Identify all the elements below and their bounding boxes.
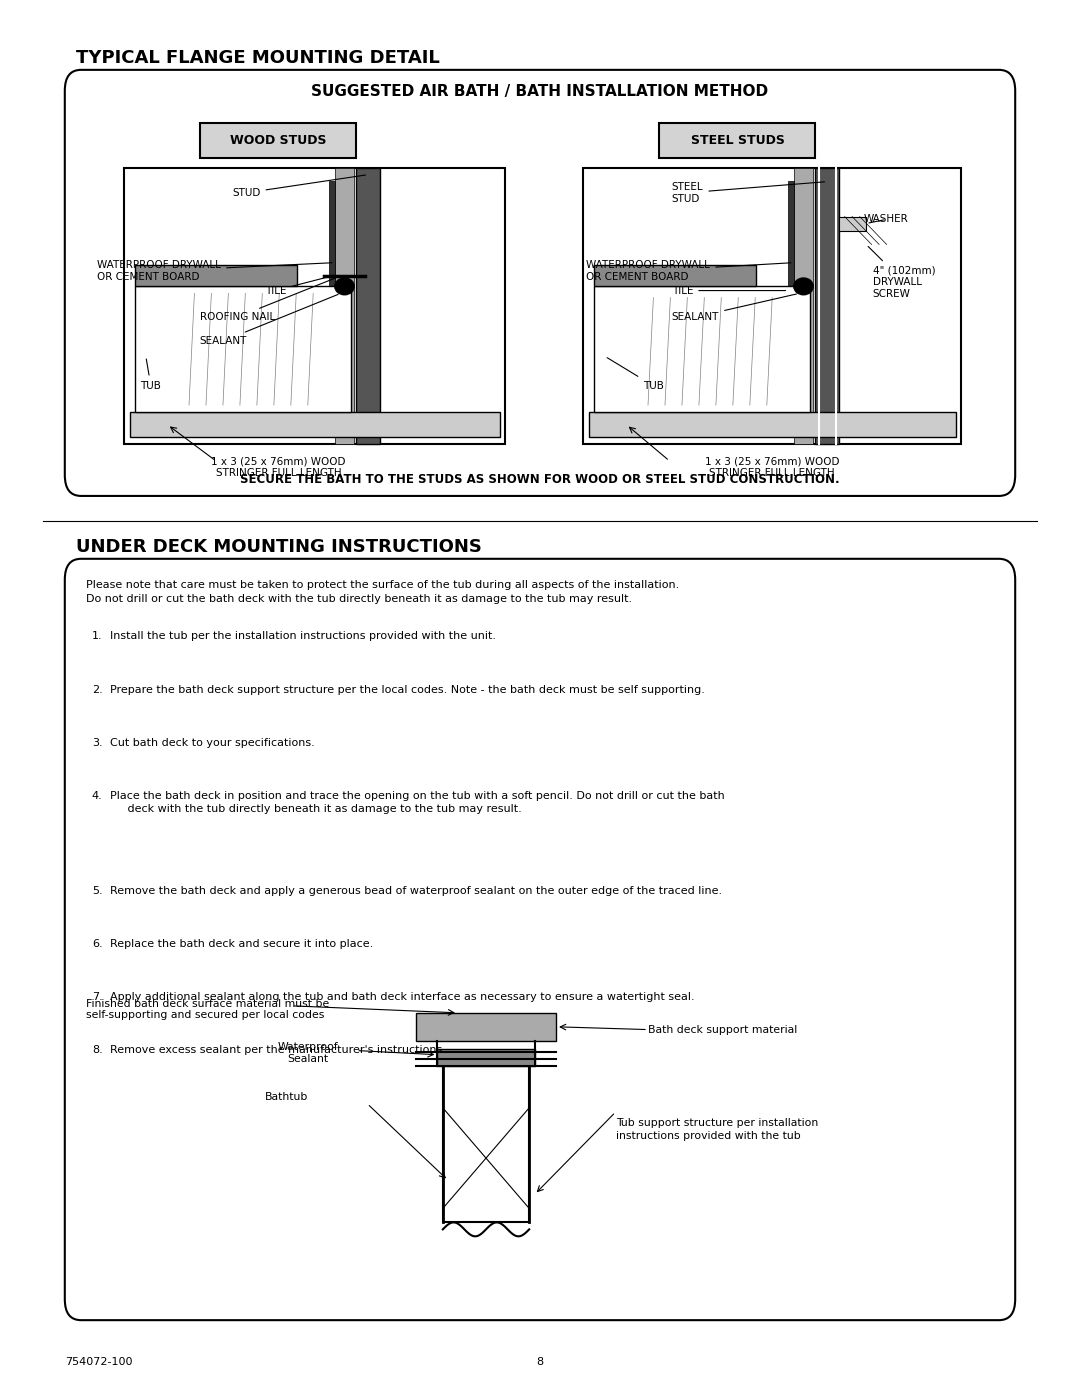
Text: STUD: STUD: [232, 175, 365, 198]
Bar: [788, 180, 794, 388]
Bar: [839, 217, 866, 231]
Text: Finished bath deck surface material must be
self-supporting and secured per loca: Finished bath deck surface material must…: [86, 999, 329, 1020]
Text: Place the bath deck in position and trace the opening on the tub with a soft pen: Place the bath deck in position and trac…: [110, 791, 725, 814]
Bar: [815, 168, 839, 444]
Text: SUGGESTED AIR BATH / BATH INSTALLATION METHOD: SUGGESTED AIR BATH / BATH INSTALLATION M…: [311, 84, 769, 99]
Bar: [335, 168, 354, 444]
Bar: [443, 1066, 529, 1222]
Bar: [594, 286, 810, 412]
Text: Replace the bath deck and secure it into place.: Replace the bath deck and secure it into…: [110, 939, 374, 949]
Text: WOOD STUDS: WOOD STUDS: [230, 134, 327, 147]
Text: ROOFING NAIL: ROOFING NAIL: [200, 277, 338, 323]
Text: 1.: 1.: [92, 631, 103, 641]
Bar: [416, 1013, 556, 1041]
Text: 4.: 4.: [92, 791, 103, 800]
Text: Remove the bath deck and apply a generous bead of waterproof sealant on the oute: Remove the bath deck and apply a generou…: [110, 886, 723, 895]
Text: Bathtub: Bathtub: [265, 1091, 308, 1102]
Bar: [437, 1049, 535, 1066]
Bar: [356, 168, 380, 444]
Text: Tub support structure per installation
instructions provided with the tub: Tub support structure per installation i…: [616, 1118, 818, 1141]
Text: 1 x 3 (25 x 76mm) WOOD
STRINGER FULL LENGTH: 1 x 3 (25 x 76mm) WOOD STRINGER FULL LEN…: [212, 457, 346, 478]
Ellipse shape: [794, 278, 813, 295]
Text: Waterproof
Sealant: Waterproof Sealant: [278, 1042, 338, 1063]
Text: 6.: 6.: [92, 939, 103, 949]
Bar: [200, 123, 356, 158]
Text: Apply additional sealant along the tub and bath deck interface as necessary to e: Apply additional sealant along the tub a…: [110, 992, 694, 1002]
Text: Please note that care must be taken to protect the surface of the tub during all: Please note that care must be taken to p…: [86, 580, 679, 604]
Text: Prepare the bath deck support structure per the local codes. Note - the bath dec: Prepare the bath deck support structure …: [110, 685, 705, 694]
Text: 3.: 3.: [92, 738, 103, 747]
Text: SEALANT: SEALANT: [672, 293, 796, 323]
Text: 4" (102mm)
DRYWALL
SCREW: 4" (102mm) DRYWALL SCREW: [868, 246, 935, 299]
Bar: [659, 123, 815, 158]
Text: TUB: TUB: [607, 358, 663, 391]
Bar: [135, 286, 351, 412]
Ellipse shape: [335, 278, 354, 295]
Text: 1 x 3 (25 x 76mm) WOOD
STRINGER FULL LENGTH: 1 x 3 (25 x 76mm) WOOD STRINGER FULL LEN…: [705, 457, 839, 478]
Text: UNDER DECK MOUNTING INSTRUCTIONS: UNDER DECK MOUNTING INSTRUCTIONS: [76, 538, 482, 556]
Text: TYPICAL FLANGE MOUNTING DETAIL: TYPICAL FLANGE MOUNTING DETAIL: [76, 49, 440, 67]
Bar: [124, 168, 505, 444]
Text: 2.: 2.: [92, 685, 103, 694]
Text: SEALANT: SEALANT: [200, 295, 338, 346]
Bar: [583, 168, 961, 444]
Bar: [794, 168, 813, 444]
FancyBboxPatch shape: [65, 559, 1015, 1320]
Text: STEEL STUDS: STEEL STUDS: [691, 134, 784, 147]
Text: 8.: 8.: [92, 1045, 103, 1055]
Text: TILE: TILE: [265, 277, 327, 296]
Text: SECURE THE BATH TO THE STUDS AS SHOWN FOR WOOD OR STEEL STUD CONSTRUCTION.: SECURE THE BATH TO THE STUDS AS SHOWN FO…: [240, 472, 840, 486]
Text: Cut bath deck to your specifications.: Cut bath deck to your specifications.: [110, 738, 315, 747]
Text: WATERPROOF DRYWALL
OR CEMENT BOARD: WATERPROOF DRYWALL OR CEMENT BOARD: [97, 260, 332, 282]
Text: 7.: 7.: [92, 992, 103, 1002]
Text: 5.: 5.: [92, 886, 103, 895]
Bar: [329, 180, 335, 388]
Text: STEEL
STUD: STEEL STUD: [672, 182, 824, 204]
Bar: [135, 265, 297, 286]
Text: Bath deck support material: Bath deck support material: [648, 1024, 797, 1035]
Text: WASHER: WASHER: [864, 214, 908, 225]
Text: 754072-100: 754072-100: [65, 1356, 133, 1368]
Text: WATERPROOF DRYWALL
OR CEMENT BOARD: WATERPROOF DRYWALL OR CEMENT BOARD: [586, 260, 791, 282]
Bar: [589, 412, 956, 437]
Text: TUB: TUB: [140, 359, 161, 391]
Text: Install the tub per the installation instructions provided with the unit.: Install the tub per the installation ins…: [110, 631, 496, 641]
Bar: [594, 265, 756, 286]
Bar: [130, 412, 500, 437]
Text: TILE: TILE: [672, 285, 785, 296]
Text: 8: 8: [537, 1356, 543, 1368]
FancyBboxPatch shape: [65, 70, 1015, 496]
Text: Remove excess sealant per the manufacturer's instructions.: Remove excess sealant per the manufactur…: [110, 1045, 446, 1055]
